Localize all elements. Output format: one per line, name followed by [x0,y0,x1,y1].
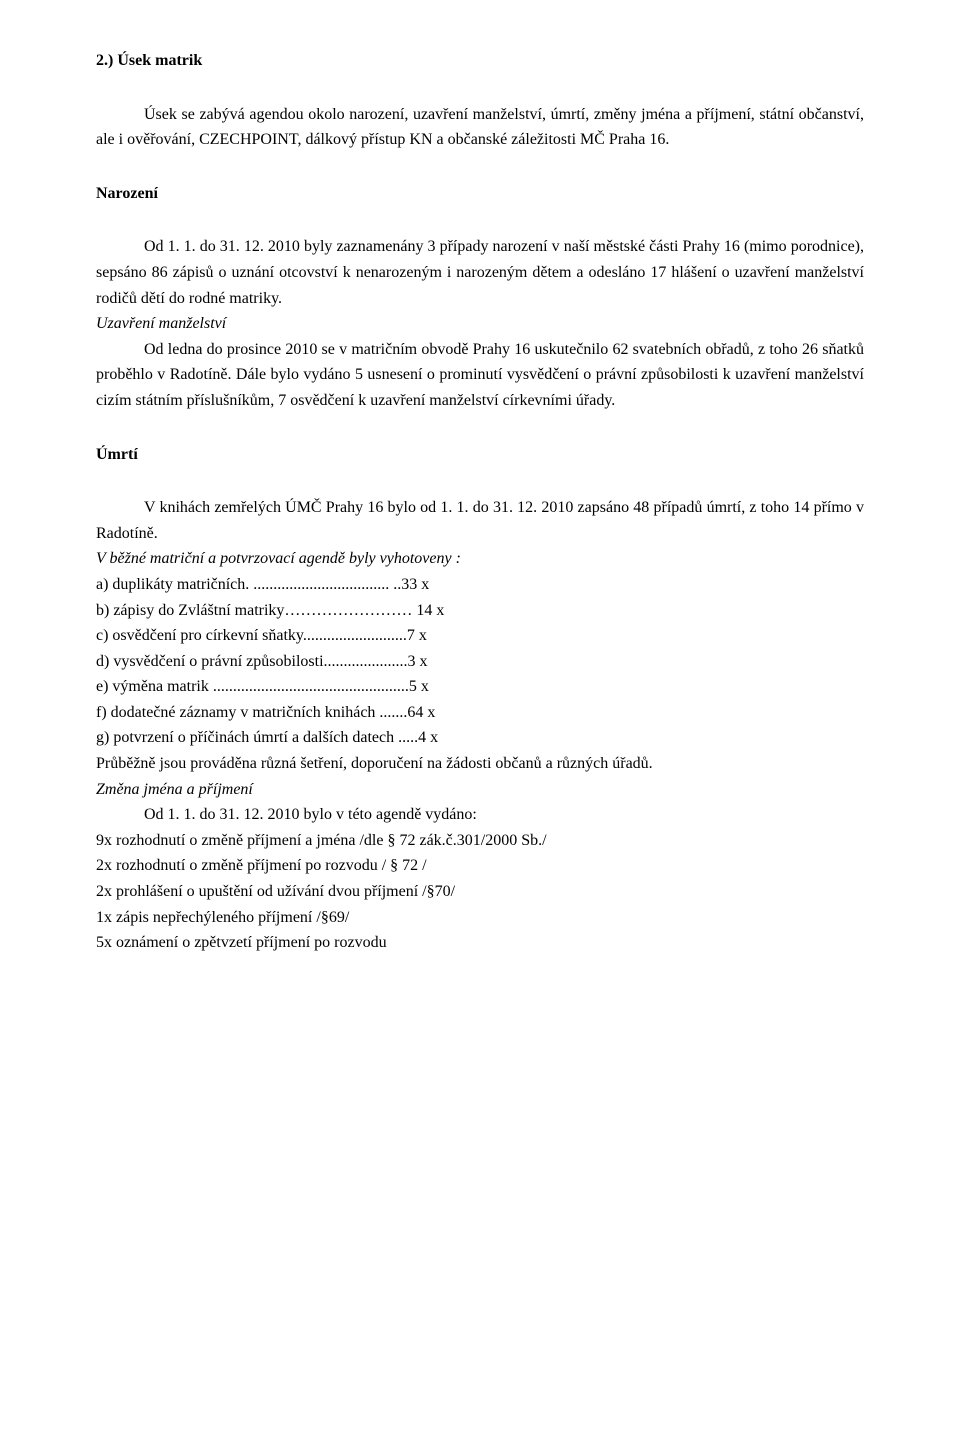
change-item-1x: 1x zápis nepřechýleného příjmení /§69/ [96,905,864,931]
change-item-9x: 9x rozhodnutí o změně příjmení a jména /… [96,828,864,854]
agenda-list: a) duplikáty matričních. ...............… [96,572,864,751]
marriage-subhead: Uzavření manželství [96,311,864,337]
agenda-item-f: f) dodatečné záznamy v matričních knihác… [96,700,864,726]
agenda-item-g: g) potvrzení o příčinách úmrtí a dalších… [96,725,864,751]
agenda-item-b: b) zápisy do Zvláštní matriky…………………… 14… [96,598,864,624]
birth-block: Od 1. 1. do 31. 12. 2010 byly zaznamenán… [96,234,864,413]
agenda-line: V běžné matriční a potvrzovací agendě by… [96,546,864,572]
section-heading: 2.) Úsek matrik [96,48,864,74]
agenda-item-c: c) osvědčení pro církevní sňatky........… [96,623,864,649]
change-item-2x-b: 2x prohlášení o upuštění od užívání dvou… [96,879,864,905]
death-block: V knihách zemřelých ÚMČ Prahy 16 bylo od… [96,495,864,956]
agenda-item-a: a) duplikáty matričních. ...............… [96,572,864,598]
change-item-5x: 5x oznámení o zpětvzetí příjmení po rozv… [96,930,864,956]
birth-para-2: Od ledna do prosince 2010 se v matričním… [96,337,864,414]
death-para: V knihách zemřelých ÚMČ Prahy 16 bylo od… [96,495,864,546]
intro-paragraph: Úsek se zabývá agendou okolo narození, u… [96,102,864,153]
avg-line: Průběžně jsou prováděna různá šetření, d… [96,751,864,777]
birth-para-1: Od 1. 1. do 31. 12. 2010 byly zaznamenán… [96,234,864,311]
name-change-heading: Změna jména a příjmení [96,777,864,803]
name-change-intro: Od 1. 1. do 31. 12. 2010 bylo v této age… [96,802,864,828]
change-item-2x-a: 2x rozhodnutí o změně příjmení po rozvod… [96,853,864,879]
name-change-list: 9x rozhodnutí o změně příjmení a jména /… [96,828,864,956]
agenda-item-d: d) vysvědčení o právní způsobilosti.....… [96,649,864,675]
agenda-item-e: e) výměna matrik .......................… [96,674,864,700]
death-heading: Úmrtí [96,442,864,468]
birth-heading: Narození [96,181,864,207]
